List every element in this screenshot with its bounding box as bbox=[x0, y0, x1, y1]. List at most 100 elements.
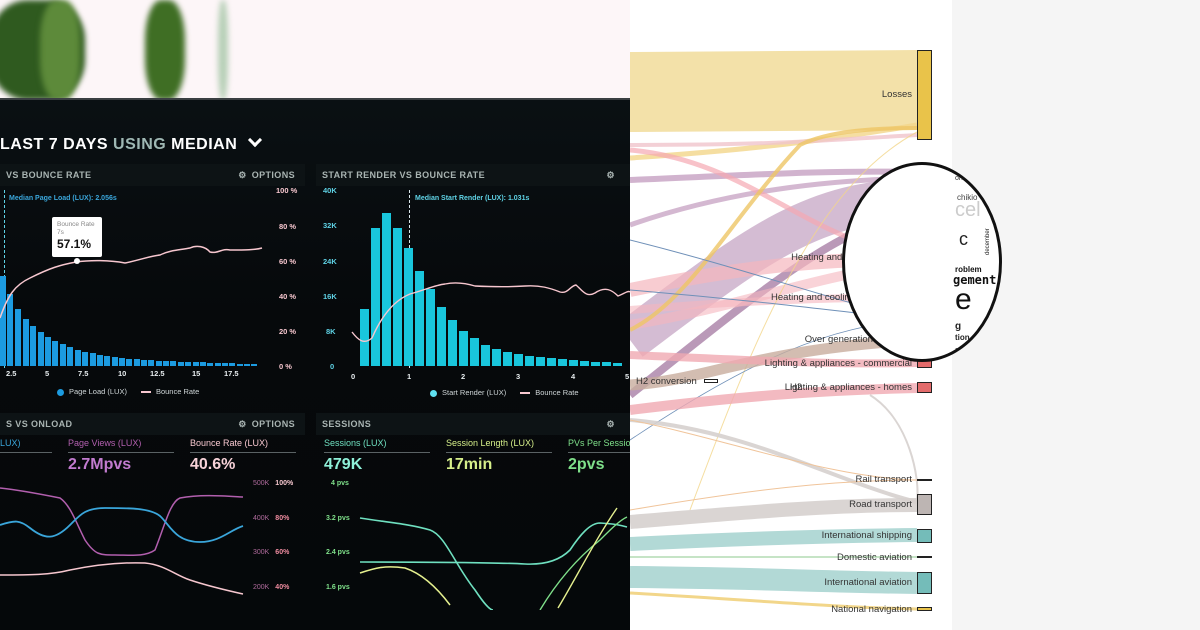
legend-label: Bounce Rate bbox=[155, 387, 200, 396]
chevron-down-icon[interactable] bbox=[248, 132, 263, 148]
panel-title: START RENDER VS BOUNCE RATE bbox=[322, 170, 485, 180]
bounce-rate-line-2 bbox=[351, 282, 630, 342]
panel-title: S VS ONLOAD bbox=[6, 419, 73, 429]
word: on bbox=[955, 175, 963, 182]
dashboard-photo: LAST 7 DAYS USING MEDIAN VS BOUNCE RATE … bbox=[0, 0, 630, 630]
y-tick: 0 bbox=[330, 362, 335, 371]
title-prefix: LAST bbox=[0, 136, 44, 153]
options-button[interactable] bbox=[607, 419, 620, 430]
median-label: Median Page Load (LUX): 2.056s bbox=[9, 195, 117, 202]
node-rail[interactable] bbox=[917, 479, 932, 481]
x-tick: 2 bbox=[461, 372, 466, 381]
y-tick: 100 % bbox=[276, 186, 298, 195]
y-tick: 40K bbox=[323, 186, 337, 195]
plant-leaf bbox=[145, 0, 185, 100]
node-lighting-homes[interactable] bbox=[917, 382, 932, 393]
word: gement bbox=[953, 273, 997, 287]
y-tick: 400K 80% bbox=[253, 515, 290, 522]
metric-bouncerate-value: 40.6% bbox=[190, 456, 236, 473]
x-tick: 0 bbox=[351, 372, 356, 381]
panel-title: SESSIONS bbox=[322, 419, 372, 429]
label-h2-overlap: H2 bbox=[790, 382, 803, 393]
y-tick: 20 % bbox=[279, 327, 297, 336]
title-days: 7 DAYS bbox=[48, 136, 109, 153]
metric-pvs-value: 2pvs bbox=[568, 456, 605, 473]
tooltip-value: 57.1% bbox=[57, 237, 92, 251]
legend-item[interactable]: Page Load (LUX) bbox=[57, 387, 127, 396]
label-road: Road transport bbox=[849, 499, 912, 510]
page-load-bars bbox=[0, 190, 265, 366]
label-shipping: International shipping bbox=[821, 530, 912, 541]
metric-pageviews-value: 2.7Mpvs bbox=[68, 456, 132, 473]
metric-sessions-value: 479K bbox=[324, 456, 363, 473]
tooltip-title: Bounce Rate bbox=[57, 221, 95, 228]
start-render-bars bbox=[360, 190, 630, 366]
x-tick: 4 bbox=[571, 372, 576, 381]
word: ss bbox=[955, 347, 963, 354]
x-tick: 2.5 bbox=[6, 369, 17, 378]
y-tick: 8K bbox=[326, 327, 336, 336]
x-tick: 12.5 bbox=[150, 369, 165, 378]
chart-legend: Page Load (LUX) Bounce Rate bbox=[57, 387, 199, 396]
chart-legend: Start Render (LUX) Bounce Rate bbox=[430, 388, 579, 397]
legend-label: Bounce Rate bbox=[535, 388, 579, 397]
y-tick: 24K bbox=[323, 257, 337, 266]
x-tick: 3 bbox=[516, 372, 521, 381]
panel-start-render-header: START RENDER VS BOUNCE RATE bbox=[316, 164, 630, 186]
legend-item[interactable]: Start Render (LUX) bbox=[430, 388, 506, 397]
options-button[interactable] bbox=[607, 170, 620, 181]
x-tick: 10 bbox=[118, 369, 127, 378]
label-heating-commercial: Heating and cooling - commercial bbox=[771, 292, 912, 303]
y-tick: 2.4 pvs bbox=[326, 549, 350, 556]
node-international-aviation[interactable] bbox=[917, 572, 932, 594]
word: cel bbox=[955, 199, 981, 221]
node-shipping[interactable] bbox=[917, 529, 932, 543]
y-tick: 60 % bbox=[279, 257, 297, 266]
panel-onload-header: S VS ONLOAD OPTIONS bbox=[0, 413, 305, 435]
x-tick: 17.5 bbox=[224, 369, 239, 378]
word: g bbox=[955, 321, 962, 332]
word: c bbox=[959, 229, 968, 249]
label-international-aviation: International aviation bbox=[824, 577, 912, 588]
title-using: USING bbox=[113, 136, 167, 153]
title-method: MEDIAN bbox=[171, 136, 238, 153]
y-tick: 200K 40% bbox=[253, 584, 290, 591]
plant-leaf bbox=[40, 0, 80, 100]
label-lighting-homes: Lighting & appliances - homes bbox=[784, 382, 912, 393]
label-h2-conversion: H2 conversion bbox=[636, 376, 697, 387]
y-tick: 16K bbox=[323, 292, 337, 301]
sessions-lines bbox=[359, 507, 628, 610]
node-losses[interactable] bbox=[917, 50, 932, 140]
y-tick: 500K 100% bbox=[253, 480, 294, 487]
label-overgen: Over generation / exports bbox=[804, 334, 912, 345]
y-tick: 80 % bbox=[279, 222, 297, 231]
label-national-navigation: National navigation bbox=[831, 604, 912, 615]
legend-item[interactable]: Bounce Rate bbox=[520, 388, 579, 397]
word: e bbox=[955, 283, 972, 316]
legend-label: Start Render (LUX) bbox=[442, 388, 507, 397]
dashboard-title[interactable]: LAST 7 DAYS USING MEDIAN bbox=[0, 132, 263, 154]
label-losses: Losses bbox=[881, 89, 912, 100]
y-tick: 40 % bbox=[279, 292, 297, 301]
metric-session-length-label: Session Length (LUX) bbox=[446, 438, 552, 453]
x-tick: 5 bbox=[45, 369, 50, 378]
x-tick: 15 bbox=[192, 369, 201, 378]
node-h2-conversion[interactable] bbox=[704, 379, 718, 383]
metric-sessions-label: Sessions (LUX) bbox=[324, 438, 430, 453]
node-national-navigation[interactable] bbox=[917, 607, 932, 611]
metric-pvs-label: PVs Per Sessio bbox=[568, 438, 630, 453]
options-button[interactable]: OPTIONS bbox=[238, 419, 295, 430]
metric-sessions-label: LUX) bbox=[0, 438, 52, 453]
panel-sessions-header: SESSIONS bbox=[316, 413, 630, 435]
word: roblem bbox=[955, 265, 982, 274]
metric-session-length-value: 17min bbox=[446, 456, 493, 473]
metric-pageviews-label: Page Views (LUX) bbox=[68, 438, 174, 453]
metric-bouncerate-label: Bounce Rate (LUX) bbox=[190, 438, 296, 453]
node-road[interactable] bbox=[917, 494, 932, 515]
median-label: Median Start Render (LUX): 1.031s bbox=[415, 195, 530, 202]
node-domestic-aviation[interactable] bbox=[917, 556, 932, 558]
legend-item[interactable]: Bounce Rate bbox=[140, 387, 200, 396]
sankey-flows bbox=[630, 50, 919, 611]
tooltip-sub: 7s bbox=[57, 229, 64, 236]
options-button[interactable]: OPTIONS bbox=[238, 170, 295, 181]
